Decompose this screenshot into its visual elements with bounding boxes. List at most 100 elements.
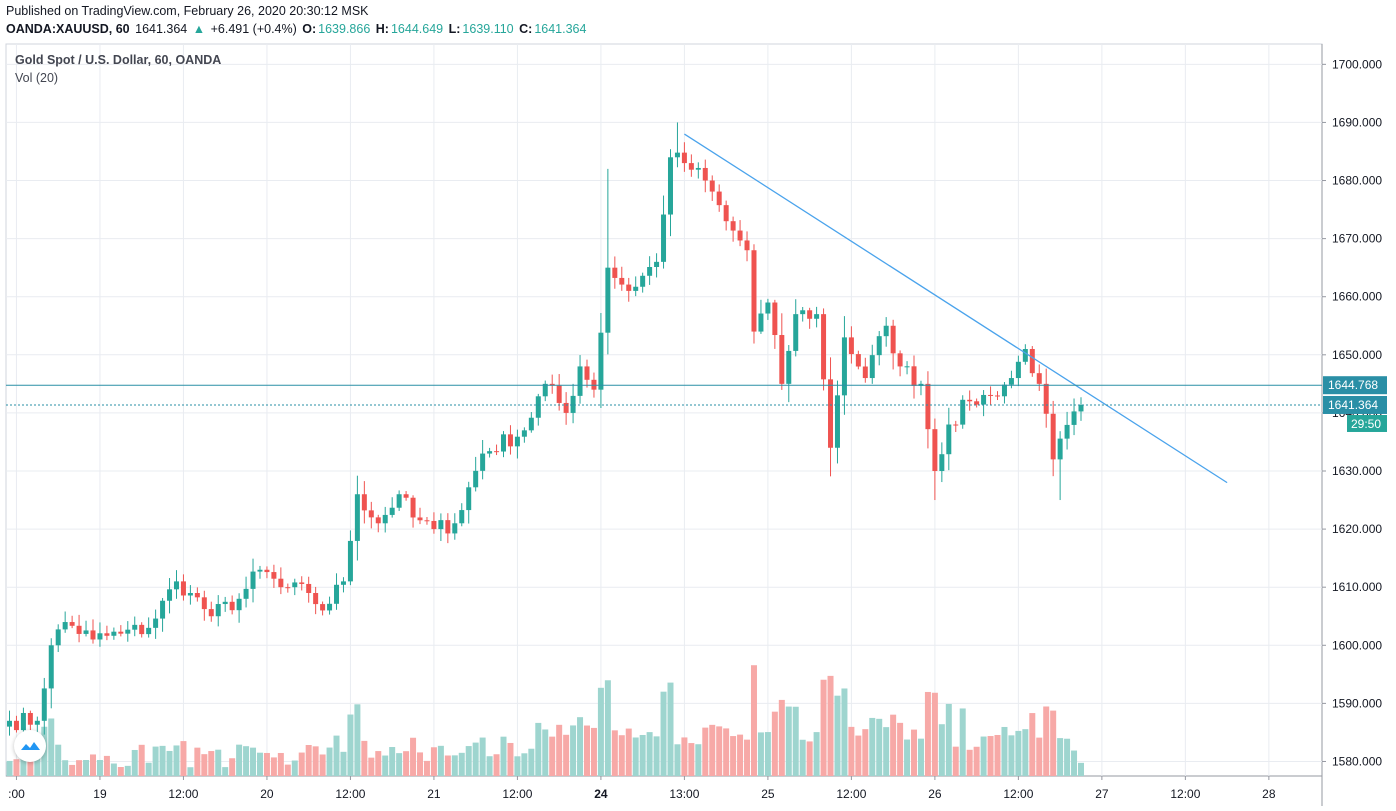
candle (988, 386, 994, 405)
volume-bar (1050, 710, 1057, 776)
candle-body (7, 720, 12, 727)
candle-body (13, 720, 19, 731)
volume-bar (542, 729, 549, 776)
volume-bar (632, 737, 639, 776)
candle-body (466, 487, 472, 511)
volume-bar (1043, 706, 1050, 776)
candle-body (480, 453, 486, 471)
candle (340, 577, 346, 593)
candle-body (340, 581, 346, 585)
volume-bar (723, 728, 730, 776)
candle (862, 357, 868, 383)
volume-bar (597, 687, 604, 776)
volume-legend[interactable]: Vol (20) (15, 71, 59, 85)
candle (69, 615, 75, 629)
last-price-tag (1323, 395, 1387, 414)
candle (222, 596, 228, 612)
candle-body (911, 366, 917, 386)
candle (347, 530, 353, 586)
volume-bar (737, 734, 744, 776)
volume-bar (389, 747, 396, 776)
candle-body (779, 335, 785, 384)
volume-bar (1008, 735, 1015, 776)
candle (236, 593, 242, 623)
volume-bar (674, 744, 681, 776)
candle-series (7, 122, 1084, 736)
candle (139, 622, 145, 638)
series-legend[interactable]: Gold Spot / U.S. Dollar, 60, OANDA (15, 53, 222, 67)
volume-bar (437, 745, 444, 776)
candle-body (744, 240, 750, 251)
candle-body (250, 571, 256, 589)
volume-bar (778, 699, 785, 776)
volume-bar (653, 736, 660, 776)
volume-bar (110, 763, 117, 776)
candle (848, 326, 854, 364)
volume-bar (820, 679, 827, 776)
candle-body (55, 629, 61, 646)
volume-bar (660, 691, 667, 776)
candle-body (83, 630, 89, 634)
volume-bar (256, 752, 263, 776)
candle-body (904, 366, 910, 368)
tradingview-logo-icon[interactable] (14, 730, 46, 762)
candle-body (1078, 404, 1084, 412)
price-change: +6.491 (+0.4%) (210, 22, 297, 36)
volume-bar (938, 724, 945, 776)
volume-bar (166, 750, 173, 776)
volume-bar (618, 735, 625, 776)
volume-bar (89, 754, 96, 776)
candle-body (556, 385, 562, 403)
candle-body (876, 336, 882, 356)
candle (292, 578, 298, 596)
time-axis-label: :00 (8, 787, 25, 801)
candle (807, 307, 813, 329)
candle-body (146, 627, 152, 635)
time-axis-label: 24 (594, 787, 608, 801)
candle-body (821, 314, 827, 380)
candle (1022, 344, 1028, 365)
candle (334, 573, 340, 610)
candle (535, 393, 541, 426)
volume-bar (966, 749, 973, 776)
volume-bar (570, 725, 577, 776)
candle-body (584, 366, 590, 380)
candle-body (438, 520, 444, 530)
candle-body (334, 584, 340, 604)
candle (967, 390, 973, 411)
candle-body (111, 631, 117, 636)
volume-bar (1029, 713, 1036, 776)
candle (981, 390, 987, 417)
candle (974, 398, 980, 408)
volume-bar (145, 762, 152, 776)
candle (605, 168, 611, 355)
volume-bar (1015, 730, 1022, 776)
volume-bar (194, 747, 201, 776)
volume-bar (646, 732, 653, 776)
candle (814, 306, 820, 328)
volume-bar (757, 732, 764, 776)
volume-bar (159, 745, 166, 776)
candle (654, 253, 660, 278)
time-axis-label: 12:00 (168, 787, 198, 801)
candle (264, 566, 270, 579)
last-price: 1641.364 (135, 22, 188, 36)
volume-bar (354, 704, 361, 776)
candle-body (793, 314, 799, 351)
candle (180, 574, 186, 601)
candle-body (97, 633, 103, 640)
candle (118, 625, 124, 637)
candle (1071, 398, 1077, 436)
volume-bar (924, 691, 931, 776)
candle-body (132, 624, 138, 630)
volume-bar (76, 760, 83, 776)
candle-body (751, 250, 757, 332)
candle (841, 316, 847, 415)
candle-body (160, 600, 166, 619)
volume-series (6, 665, 1084, 776)
candle (410, 495, 416, 528)
candle (125, 621, 131, 642)
candle-body (507, 434, 513, 447)
candle (173, 570, 179, 599)
